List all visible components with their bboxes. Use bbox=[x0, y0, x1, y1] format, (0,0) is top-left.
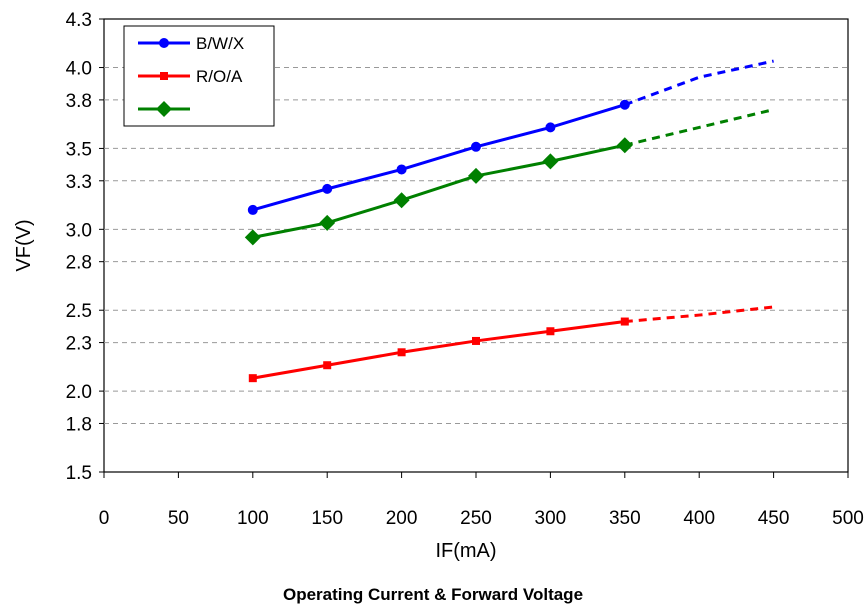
data-point bbox=[396, 164, 407, 175]
series-2 bbox=[248, 305, 774, 383]
data-point bbox=[160, 72, 168, 80]
data-point bbox=[319, 214, 336, 231]
x-axis-ticks: 0 50 100 150 200 250 300 350 400 450 500 bbox=[99, 472, 864, 529]
x-tick-label: 400 bbox=[683, 508, 715, 529]
y-tick-label: 1.5 bbox=[66, 463, 92, 484]
x-tick-label: 300 bbox=[535, 508, 567, 529]
x-tick-label: 450 bbox=[758, 508, 790, 529]
x-tick-label: 500 bbox=[832, 508, 864, 529]
x-tick-label: 50 bbox=[168, 508, 189, 529]
y-tick-label: 2.5 bbox=[66, 301, 92, 322]
series-1 bbox=[247, 59, 774, 215]
data-point bbox=[247, 204, 258, 215]
data-point bbox=[468, 167, 484, 184]
data-point bbox=[619, 99, 630, 110]
y-tick-label: 4.0 bbox=[66, 59, 92, 80]
y-tick-label: 2.8 bbox=[66, 253, 92, 274]
x-tick-label: 150 bbox=[311, 508, 343, 529]
x-tick-label: 250 bbox=[460, 508, 492, 529]
series-projection-line bbox=[624, 59, 774, 107]
y-tick-label: 4.3 bbox=[66, 10, 92, 31]
data-point bbox=[472, 336, 480, 345]
y-tick-label: 3.0 bbox=[66, 220, 92, 241]
data-point bbox=[156, 101, 172, 117]
y-axis-label: VF(V) bbox=[13, 219, 35, 271]
legend: B/W/X R/O/A bbox=[123, 25, 275, 127]
series-group bbox=[244, 59, 774, 383]
legend-item bbox=[138, 101, 190, 117]
data-point bbox=[545, 122, 556, 133]
x-tick-label: 200 bbox=[386, 508, 418, 529]
y-tick-label: 2.3 bbox=[66, 334, 92, 355]
series-line bbox=[252, 103, 626, 212]
legend-label: B/W/X bbox=[196, 34, 244, 53]
series-projection-line bbox=[624, 305, 774, 324]
data-point bbox=[244, 229, 261, 246]
y-tick-label: 1.8 bbox=[66, 414, 92, 435]
data-point bbox=[471, 141, 481, 152]
data-point bbox=[248, 374, 257, 383]
x-axis-label: IF(mA) bbox=[435, 540, 496, 562]
data-point bbox=[322, 183, 333, 194]
y-tick-label: 3.8 bbox=[66, 91, 92, 112]
series-3 bbox=[244, 108, 774, 246]
data-point bbox=[542, 153, 559, 170]
y-tick-label: 3.5 bbox=[66, 139, 92, 160]
data-point bbox=[159, 38, 169, 48]
legend-item: B/W/X bbox=[138, 34, 244, 53]
data-point bbox=[397, 348, 406, 357]
chart-caption: Operating Current & Forward Voltage bbox=[283, 585, 583, 604]
series-line bbox=[252, 143, 626, 239]
data-point bbox=[323, 361, 332, 370]
series-projection-line bbox=[624, 108, 774, 147]
x-tick-label: 350 bbox=[609, 508, 641, 529]
x-tick-label: 0 bbox=[99, 508, 110, 529]
series-line bbox=[252, 320, 625, 380]
y-axis-ticks: 1.5 1.8 2.0 2.3 2.5 2.8 3.0 3.3 3.5 3.8 4.0 4.3 bbox=[66, 10, 104, 484]
y-tick-label: 2.0 bbox=[66, 382, 92, 403]
data-point bbox=[546, 327, 555, 336]
legend-label: R/O/A bbox=[196, 67, 243, 86]
x-tick-label: 100 bbox=[237, 508, 269, 529]
y-tick-label: 3.3 bbox=[66, 172, 92, 193]
data-point bbox=[616, 137, 633, 154]
data-point bbox=[620, 317, 629, 326]
legend-item: R/O/A bbox=[138, 67, 243, 86]
data-point bbox=[393, 192, 410, 209]
